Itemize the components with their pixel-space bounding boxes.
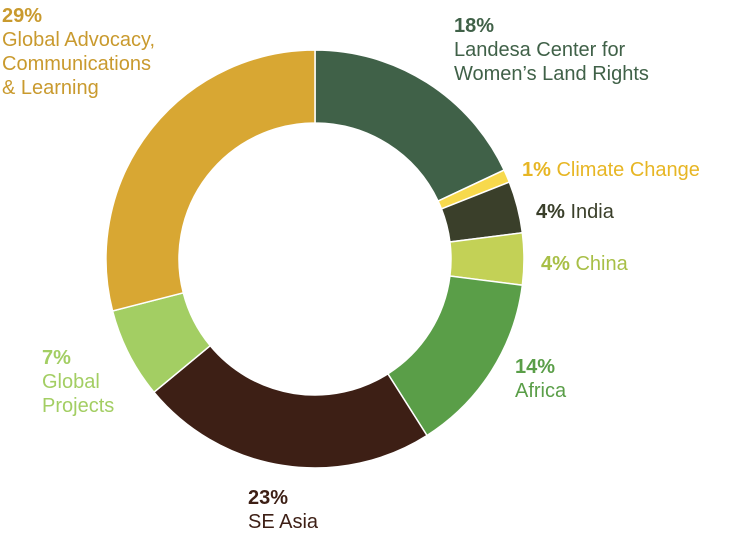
label-africa-pct: 14% xyxy=(515,356,556,378)
label-landesa: 18% Landesa Center for Women’s Land Righ… xyxy=(454,14,649,86)
label-landesa-pct: 18% xyxy=(454,15,495,37)
label-gp-line2: Projects xyxy=(42,395,115,417)
label-climate-change: 1% Climate Change xyxy=(522,158,700,182)
label-seasia-name: SE Asia xyxy=(248,511,319,533)
label-gp-pct: 7% xyxy=(42,347,71,369)
label-adv-line3: & Learning xyxy=(2,77,99,99)
label-landesa-line1: Landesa Center for xyxy=(454,39,626,61)
label-africa-name: Africa xyxy=(515,380,567,402)
label-india-pct: 4% xyxy=(536,201,565,223)
label-adv-line2: Communications xyxy=(2,53,151,75)
label-adv-pct: 29% xyxy=(2,5,43,27)
label-climate-name: Climate Change xyxy=(556,159,700,181)
label-china-name: China xyxy=(575,253,628,275)
label-climate-pct: 1% xyxy=(522,159,551,181)
label-adv-line1: Global Advocacy, xyxy=(2,29,156,51)
label-india: 4% India xyxy=(536,200,614,224)
label-china-pct: 4% xyxy=(541,253,570,275)
label-india-name: India xyxy=(570,201,614,223)
slice-global-advocacy-communications-learning xyxy=(105,49,316,312)
label-global-projects: 7% Global Projects xyxy=(42,346,114,418)
label-landesa-line2: Women’s Land Rights xyxy=(454,63,649,85)
label-gp-line1: Global xyxy=(42,371,100,393)
label-seasia-pct: 23% xyxy=(248,487,289,509)
label-advocacy: 29% Global Advocacy, Communications & Le… xyxy=(2,4,155,100)
label-se-asia: 23% SE Asia xyxy=(248,486,318,534)
slice-se-asia xyxy=(152,344,429,469)
label-china: 4% China xyxy=(541,252,628,276)
label-africa: 14% Africa xyxy=(515,355,566,403)
